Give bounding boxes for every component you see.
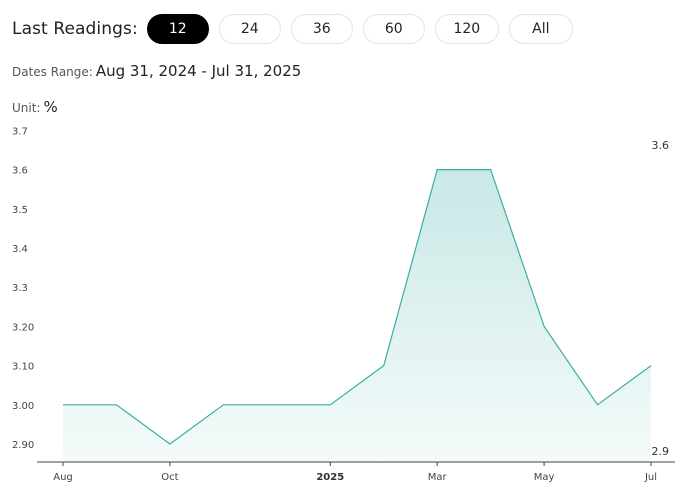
x-tick-label: Mar [428, 472, 448, 483]
data-points [62, 169, 652, 445]
max-value-label: 3.6 [652, 139, 670, 152]
min-value-label: 2.9 [652, 445, 670, 458]
y-tick-label: 3.20 [12, 322, 34, 333]
last-readings-label: Last Readings: [12, 19, 138, 39]
range-button-24[interactable]: 24 [218, 14, 281, 44]
x-tick-label: 2025 [316, 472, 344, 483]
unit-info: Unit:% [12, 98, 58, 116]
y-tick-label: 2.90 [12, 440, 34, 451]
last-readings-toolbar: Last Readings: 12 24 36 60 120 All [12, 14, 583, 44]
dates-range-value: Aug 31, 2024 - Jul 31, 2025 [95, 62, 302, 80]
range-button-120[interactable]: 120 [434, 14, 499, 44]
x-tick-label: Oct [161, 472, 178, 483]
y-tick-label: 3.10 [12, 362, 34, 373]
series-line [63, 169, 652, 445]
range-button-36[interactable]: 36 [290, 14, 353, 44]
range-button-60[interactable]: 60 [362, 14, 425, 44]
y-tick-label: 3.6 [12, 166, 28, 177]
area-fill [63, 169, 651, 462]
y-tick-label: 3.5 [12, 205, 28, 216]
x-tick-label: May [534, 472, 555, 483]
y-tick-label: 3.7 [12, 126, 28, 137]
dates-range-label: Dates Range: [12, 65, 93, 79]
range-button-all[interactable]: All [508, 14, 573, 44]
dates-range: Dates Range: Aug 31, 2024 - Jul 31, 2025 [12, 62, 301, 80]
y-axis-ticks: 2.90 3.00 3.10 3.20 3.3 3.4 3.5 3.6 3.7 [12, 126, 34, 451]
y-tick-label: 3.00 [12, 401, 34, 412]
y-tick-label: 3.3 [12, 283, 28, 294]
y-tick-label: 3.4 [12, 244, 28, 255]
range-button-12[interactable]: 12 [146, 14, 209, 44]
x-tick-label: Jul [644, 472, 657, 483]
unit-value: % [43, 98, 58, 116]
unit-label: Unit: [12, 101, 41, 115]
x-tick-label: Aug [53, 472, 73, 483]
x-axis-ticks: Aug Oct 2025 Mar May Jul [53, 462, 657, 483]
